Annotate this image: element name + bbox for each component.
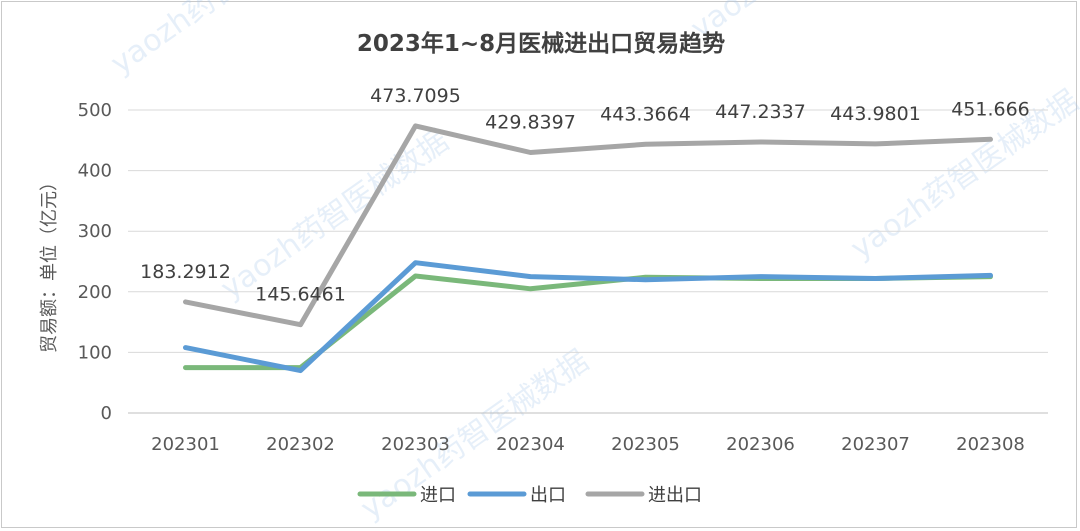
y-axis-title: 贸易额：单位（亿元） bbox=[39, 173, 60, 353]
y-tick-label: 300 bbox=[78, 221, 112, 242]
gridlines bbox=[128, 109, 1048, 353]
legend-label: 进口 bbox=[420, 485, 456, 506]
legend: 进口 出口 进出口 bbox=[357, 485, 702, 506]
x-tick-label: 202305 bbox=[611, 434, 680, 455]
watermark-text: yaozh药智医械数据 bbox=[105, 0, 346, 82]
x-tick-label: 202306 bbox=[726, 434, 795, 455]
data-label: 451.666 bbox=[951, 98, 1030, 120]
data-label: 447.2337 bbox=[715, 101, 806, 123]
legend-label: 进出口 bbox=[648, 485, 702, 506]
y-tick-label: 400 bbox=[78, 161, 112, 182]
watermark-text: yaozh药智医械数据 bbox=[215, 123, 456, 306]
x-tick-label: 202301 bbox=[151, 434, 220, 455]
y-tick-label: 0 bbox=[101, 403, 112, 424]
data-label: 443.3664 bbox=[600, 103, 691, 125]
legend-label: 出口 bbox=[530, 485, 566, 506]
watermark-layer: yaozh药智医械数据yaozh药智医械数据yaozh药智医械数据yaozh药智… bbox=[105, 0, 1080, 527]
x-tick-label: 202303 bbox=[381, 434, 450, 455]
x-tick-label: 202308 bbox=[956, 434, 1025, 455]
data-label: 145.6461 bbox=[255, 284, 346, 306]
data-label: 473.7095 bbox=[370, 85, 461, 107]
series-line-1 bbox=[183, 260, 993, 374]
x-tick-label: 202307 bbox=[841, 434, 910, 455]
data-labels: 183.2912 145.6461 473.7095 429.8397 443.3664… bbox=[140, 85, 1030, 306]
x-tick-label: 202302 bbox=[266, 434, 335, 455]
data-label: 429.8397 bbox=[485, 112, 576, 134]
y-tick-label: 100 bbox=[78, 342, 112, 363]
series-line-2 bbox=[183, 123, 993, 328]
y-tick-label: 200 bbox=[78, 282, 112, 303]
axes: 0 100 200 300 400 500 202301 202302 202303 202304… bbox=[78, 100, 1048, 455]
chart-title: 2023年1~8月医械进出口贸易趋势 bbox=[357, 30, 725, 57]
y-tick-label: 500 bbox=[78, 100, 112, 121]
x-tick-label: 202304 bbox=[496, 434, 565, 455]
data-label: 443.9801 bbox=[830, 103, 921, 125]
data-label: 183.2912 bbox=[140, 261, 231, 283]
series-lines bbox=[183, 123, 993, 374]
